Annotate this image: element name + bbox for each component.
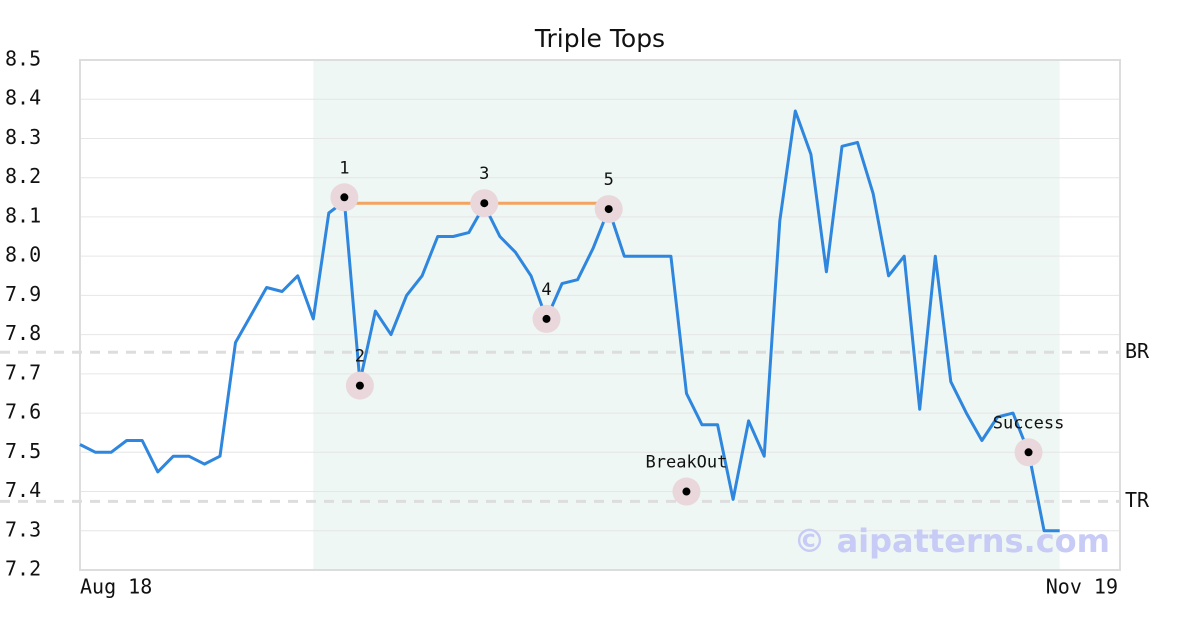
marker-dot: [1024, 448, 1033, 457]
annotation-label: 3: [479, 164, 489, 184]
y-tick-label: 8.0: [5, 243, 41, 267]
annotation-label: 1: [339, 158, 349, 178]
plot-border: [79, 59, 1121, 571]
x-tick-label: Nov 19: [1046, 575, 1118, 599]
y-tick-label: 7.3: [5, 517, 41, 541]
y-tick-label: 7.9: [5, 282, 41, 306]
marker-dot: [604, 205, 613, 214]
marker-dot: [682, 487, 691, 496]
y-tick-label: 8.4: [5, 86, 41, 110]
marker-dot: [542, 314, 551, 323]
x-tick-label: Aug 18: [80, 575, 152, 599]
level-label: BR: [1125, 339, 1150, 363]
y-tick-label: 7.8: [5, 321, 41, 345]
level-label: TR: [1125, 488, 1150, 512]
price-line: [79, 109, 1060, 533]
annotation-label: 4: [541, 280, 551, 300]
y-tick-label: 7.2: [5, 557, 41, 581]
annotation-label: Success: [993, 413, 1065, 433]
y-tick-label: 7.4: [5, 478, 41, 502]
annotation-label: BreakOut: [646, 453, 728, 473]
annotation-label: 2: [355, 347, 365, 367]
y-tick-label: 8.5: [5, 47, 41, 71]
y-tick-label: 8.3: [5, 125, 41, 149]
y-tick-label: 8.2: [5, 164, 41, 188]
watermark: © aipatterns.com: [793, 522, 1110, 560]
y-tick-label: 8.1: [5, 203, 41, 227]
y-tick-label: 7.6: [5, 400, 41, 424]
marker-dot: [340, 193, 349, 202]
y-tick-label: 7.7: [5, 360, 41, 384]
annotation-label: 5: [604, 170, 614, 190]
y-tick-label: 7.5: [5, 439, 41, 463]
marker-dot: [355, 381, 364, 390]
chart-title: Triple Tops: [534, 24, 665, 53]
marker-dot: [480, 199, 489, 208]
